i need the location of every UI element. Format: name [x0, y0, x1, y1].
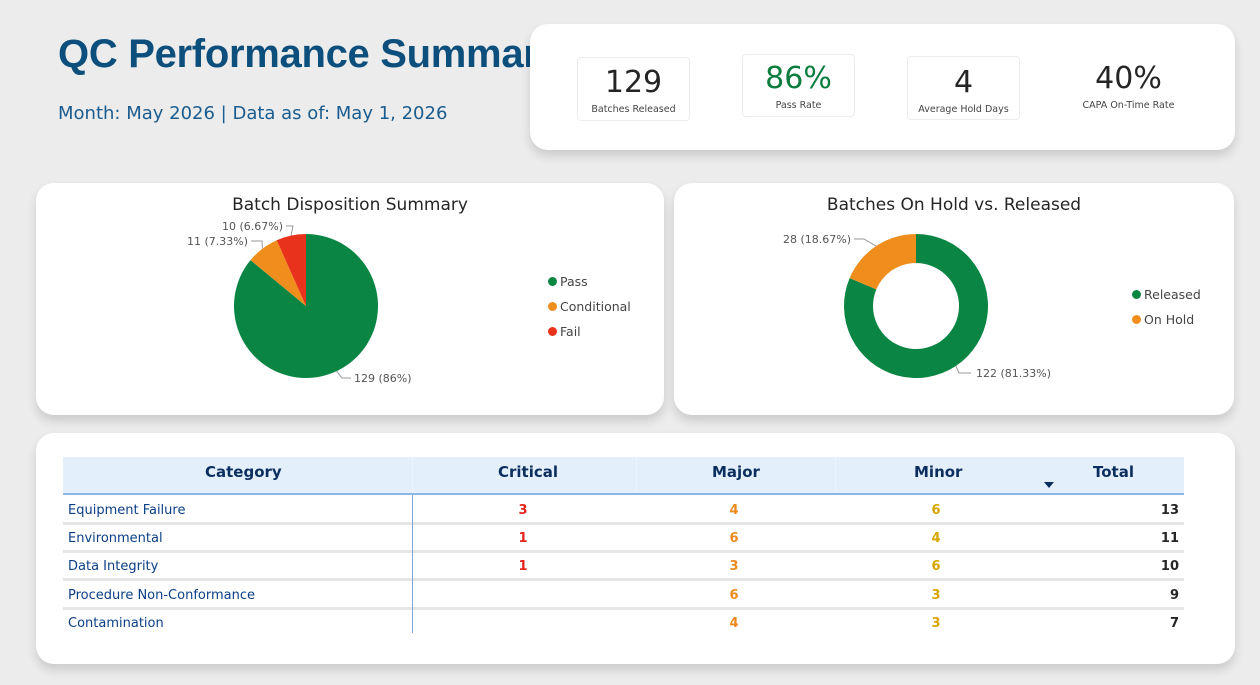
slice-leader-line: [336, 370, 351, 379]
kpi-card: 129 Batches Released 86% Pass Rate 4 Ave…: [530, 24, 1235, 150]
cell-major: 3: [729, 559, 739, 574]
title-block: QC Performance Summary Month: May 2026 |…: [58, 32, 561, 124]
cell-total: 11: [1160, 531, 1179, 546]
hold-legend: Released On Hold: [1132, 282, 1201, 332]
legend-dot: [548, 327, 557, 336]
disposition-legend: Pass Conditional Fail: [548, 269, 631, 344]
page-subtitle: Month: May 2026 | Data as of: May 1, 202…: [58, 103, 448, 124]
slice-leader-line: [251, 240, 263, 249]
disposition-pie-chart: 129 (86%) 11 (7.33%) 10 (6.67%): [187, 220, 412, 385]
legend-label: Conditional: [560, 299, 631, 314]
cell-total: 7: [1169, 616, 1179, 631]
legend-item-on-hold[interactable]: On Hold: [1132, 307, 1201, 332]
table-row[interactable]: Contamination 4 3 7: [63, 610, 1184, 638]
slice-data-label: 10 (6.67%): [222, 220, 283, 233]
legend-label: Fail: [560, 324, 581, 339]
legend-label: On Hold: [1144, 312, 1195, 327]
cell-major: 6: [729, 531, 739, 546]
cell-major: 4: [729, 503, 739, 518]
legend-item-conditional[interactable]: Conditional: [548, 294, 631, 319]
column-separator: [412, 457, 413, 493]
cell-category: Equipment Failure: [68, 503, 186, 518]
legend-dot: [1132, 315, 1141, 324]
kpi-label: Average Hold Days: [918, 104, 1009, 115]
cell-total: 10: [1160, 559, 1179, 574]
cell-total: 9: [1169, 588, 1179, 603]
kpi-label: Batches Released: [591, 104, 676, 115]
slice-data-label: 122 (81.33%): [976, 367, 1051, 380]
chart-title: Batches On Hold vs. Released: [826, 195, 1082, 215]
cell-major: 4: [729, 616, 739, 631]
column-header-major[interactable]: Major: [712, 463, 760, 481]
kpi-pass-rate[interactable]: 86% Pass Rate: [742, 54, 855, 117]
legend-item-released[interactable]: Released: [1132, 282, 1201, 307]
legend-label: Pass: [560, 274, 588, 289]
cell-major: 6: [729, 588, 739, 603]
slice-data-label: 11 (7.33%): [187, 235, 248, 248]
hold-chart-card: Batches On Hold vs. Released 122 (81.33%…: [674, 183, 1234, 415]
legend-dot: [548, 302, 557, 311]
cell-critical: 3: [518, 503, 528, 518]
cell-critical: 1: [518, 531, 528, 546]
table-row[interactable]: Procedure Non-Conformance 6 3 9: [63, 582, 1184, 610]
sort-descending-icon[interactable]: [1044, 482, 1054, 488]
hold-donut-chart: 122 (81.33%) 28 (18.67%): [783, 233, 1051, 380]
slice-leader-line: [955, 365, 971, 374]
column-header-minor[interactable]: Minor: [914, 463, 963, 481]
disposition-chart-card: Batch Disposition Summary 129 (86%) 11 (7…: [36, 183, 664, 415]
slice-leader-line: [286, 225, 294, 236]
cell-minor: 3: [931, 588, 941, 603]
row-header-divider: [412, 495, 413, 633]
chart-title: Batch Disposition Summary: [232, 195, 468, 215]
cell-category: Procedure Non-Conformance: [68, 588, 255, 603]
legend-label: Released: [1144, 287, 1201, 302]
legend-item-fail[interactable]: Fail: [548, 319, 631, 344]
column-header-total[interactable]: Total: [1093, 463, 1134, 481]
cell-critical: 1: [518, 559, 528, 574]
cell-category: Environmental: [68, 531, 163, 546]
legend-item-pass[interactable]: Pass: [548, 269, 631, 294]
cell-minor: 3: [931, 616, 941, 631]
kpi-label: CAPA On-Time Rate: [1082, 100, 1175, 111]
page-title: QC Performance Summary: [58, 32, 561, 76]
pie-slice-on-hold[interactable]: [849, 234, 916, 290]
kpi-value: 129: [604, 65, 663, 100]
cell-total: 13: [1160, 503, 1179, 518]
column-separator: [835, 457, 836, 493]
kpi-value: 40%: [1095, 61, 1162, 96]
slice-leader-line: [854, 238, 877, 247]
cell-category: Data Integrity: [68, 559, 159, 574]
table-row[interactable]: Environmental 1 6 4 11: [63, 525, 1184, 553]
kpi-batches-released[interactable]: 129 Batches Released: [577, 57, 690, 121]
cell-category: Contamination: [68, 616, 164, 631]
pie-slice-conditional[interactable]: [250, 240, 306, 306]
column-header-category[interactable]: Category: [205, 463, 282, 481]
kpi-value: 86%: [765, 61, 832, 96]
cell-minor: 6: [931, 559, 941, 574]
table-row[interactable]: Equipment Failure 3 4 6 13: [63, 497, 1184, 525]
legend-dot: [548, 277, 557, 286]
kpi-label: Pass Rate: [775, 100, 822, 111]
slice-data-label: 129 (86%): [354, 372, 412, 385]
column-separator: [636, 457, 637, 493]
slice-data-label: 28 (18.67%): [783, 233, 851, 246]
category-table-card: Category Critical Major Minor Total Equi…: [36, 433, 1235, 664]
pie-slice-fail[interactable]: [276, 234, 306, 306]
cell-minor: 4: [931, 531, 941, 546]
cell-minor: 6: [931, 503, 941, 518]
legend-dot: [1132, 290, 1141, 299]
kpi-capa-on-time-rate[interactable]: 40% CAPA On-Time Rate: [1070, 56, 1187, 116]
table-header: Category Critical Major Minor Total: [63, 457, 1184, 495]
kpi-average-hold-days[interactable]: 4 Average Hold Days: [907, 56, 1020, 120]
kpi-value: 4: [953, 65, 974, 100]
pie-slice-released[interactable]: [844, 234, 988, 378]
column-header-critical[interactable]: Critical: [498, 463, 559, 481]
table-row[interactable]: Data Integrity 1 3 6 10: [63, 553, 1184, 581]
